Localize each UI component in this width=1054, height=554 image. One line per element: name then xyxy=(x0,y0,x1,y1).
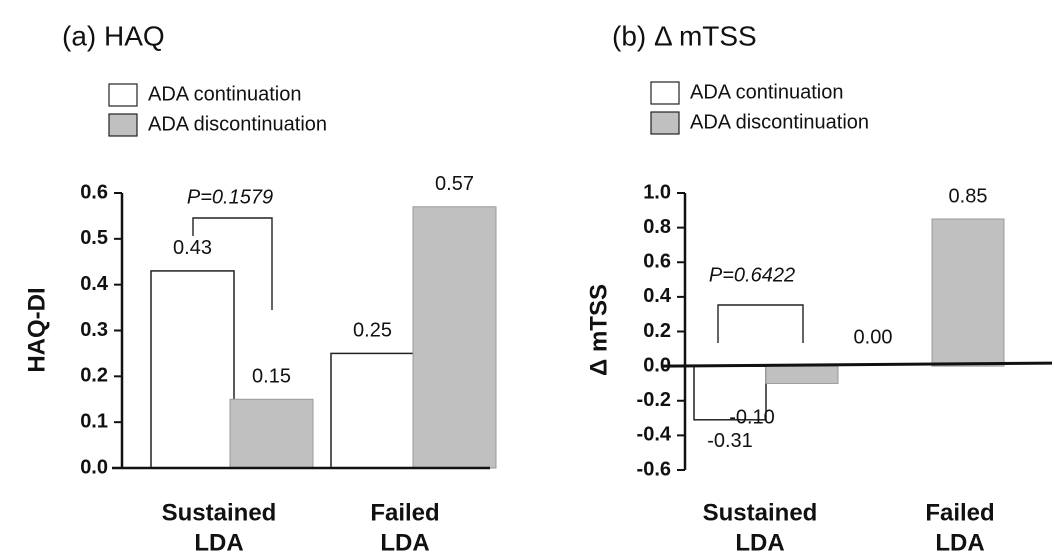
y-tick-label: 0.6 xyxy=(80,181,108,203)
chart-title: (b) Δ mTSS xyxy=(612,20,757,51)
bar xyxy=(693,365,767,421)
category-label: Sustained xyxy=(162,499,277,526)
legend-label: ADA continuation xyxy=(690,81,843,103)
data-label: 0.43 xyxy=(173,237,212,259)
legend-label: ADA discontinuation xyxy=(148,113,327,135)
y-tick-label: 0.4 xyxy=(643,285,672,307)
p-value-annotation: P=0.1579 xyxy=(187,186,273,208)
x-axis-line xyxy=(661,361,1053,368)
legend-label: ADA continuation xyxy=(148,83,301,105)
y-tick-label: 1.0 xyxy=(643,181,671,203)
y-tick-label: 0.8 xyxy=(643,216,671,238)
chart-title: (a) HAQ xyxy=(62,20,165,51)
legend-label: ADA discontinuation xyxy=(690,111,869,133)
y-tick-label: -0.4 xyxy=(637,424,672,446)
y-tick-label: -0.6 xyxy=(637,458,671,480)
legend: ADA continuation ADA discontinuation xyxy=(108,83,327,137)
category-label: LDA xyxy=(380,529,429,554)
category-label: Sustained xyxy=(703,499,818,526)
bar xyxy=(931,218,1005,367)
category-label: Failed xyxy=(370,499,439,526)
legend-swatch xyxy=(650,111,680,135)
y-tick-label: 0.6 xyxy=(643,251,671,273)
significance-bracket xyxy=(717,304,804,343)
category-label: LDA xyxy=(194,529,243,554)
legend-swatch xyxy=(650,81,680,105)
bar xyxy=(150,270,235,469)
significance-bracket xyxy=(192,217,273,310)
category-label: LDA xyxy=(735,529,784,554)
chart-a: (a) HAQ ADA continuation ADA discontinuati… xyxy=(23,20,497,554)
y-tick-label: 0.3 xyxy=(80,319,108,341)
legend: ADA continuation ADA discontinuation xyxy=(650,81,869,135)
y-axis-label: HAQ-DI xyxy=(23,287,50,372)
y-tick-label: -0.2 xyxy=(637,389,671,411)
data-label: 0.00 xyxy=(854,326,893,348)
p-value-annotation: P=0.6422 xyxy=(709,264,795,286)
data-label: 0.15 xyxy=(252,366,291,388)
data-label: 0.57 xyxy=(435,173,474,195)
y-tick-label: 0.2 xyxy=(80,365,108,387)
y-tick-label: 0.2 xyxy=(643,320,671,342)
data-label: 0.85 xyxy=(949,185,988,207)
bar xyxy=(412,206,497,469)
bar xyxy=(765,365,839,384)
y-tick-label: 0.5 xyxy=(80,227,108,249)
bar xyxy=(229,398,314,469)
y-tick-label: 0.4 xyxy=(80,273,109,295)
chart-b: (b) Δ mTSS ADA continuation ADA discontinu… xyxy=(585,20,1053,554)
y-tick-label: 0.0 xyxy=(643,354,671,376)
y-tick-label: 0.0 xyxy=(80,456,108,478)
legend-swatch xyxy=(108,113,138,137)
y-tick-label: 0.1 xyxy=(80,410,108,432)
bar xyxy=(330,352,415,469)
legend-swatch xyxy=(108,83,138,107)
data-label: -0.10 xyxy=(729,406,775,428)
category-label: Failed xyxy=(925,499,994,526)
y-axis-label: Δ mTSS xyxy=(585,284,612,376)
category-label: LDA xyxy=(935,529,984,554)
data-label: 0.25 xyxy=(353,320,392,342)
data-label: -0.31 xyxy=(707,430,753,452)
